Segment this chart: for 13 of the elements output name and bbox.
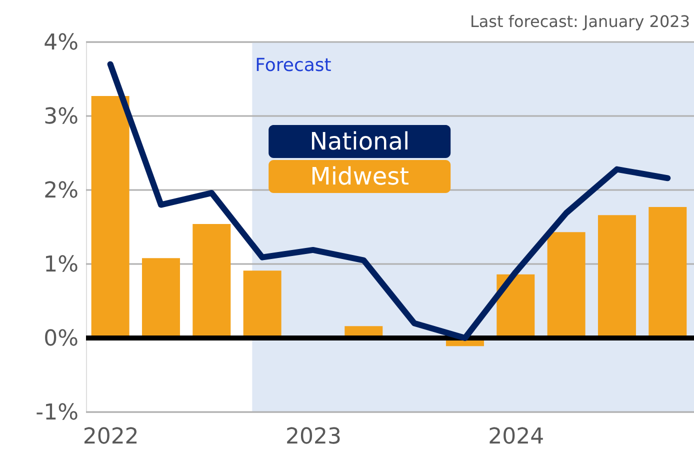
y-tick-label: 2%: [44, 178, 78, 204]
y-tick-label: 3%: [44, 104, 78, 130]
text: National: [310, 128, 410, 156]
y-tick-label: 4%: [44, 30, 78, 56]
text: Midwest: [310, 162, 410, 190]
x-tick-label: 2024: [488, 424, 544, 450]
x-tick-label: 2022: [82, 424, 139, 450]
band-label: Forecast: [255, 55, 332, 76]
y-tick-label: 1%: [44, 252, 78, 278]
x-tick-label: 2023: [285, 424, 342, 450]
text: Last forecast: January 2023: [470, 12, 690, 31]
y-tick-label: 0%: [44, 326, 78, 352]
y-tick-label: -1%: [36, 400, 78, 426]
